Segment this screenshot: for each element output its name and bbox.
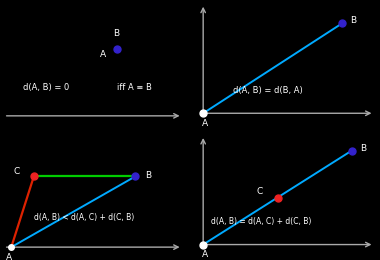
- Text: B: B: [114, 29, 120, 38]
- Text: d(A, B) < d(A, C) + d(C, B): d(A, B) < d(A, C) + d(C, B): [34, 213, 134, 222]
- Text: C: C: [256, 187, 263, 196]
- Text: d(A, B) = 0: d(A, B) = 0: [22, 83, 69, 92]
- Text: B: B: [360, 144, 366, 153]
- Text: A: A: [202, 250, 208, 259]
- Text: d(A, B) = d(A, C) + d(C, B): d(A, B) = d(A, C) + d(C, B): [211, 217, 311, 226]
- Text: d(A, B) = d(B, A): d(A, B) = d(B, A): [233, 86, 303, 95]
- Text: A: A: [202, 119, 208, 128]
- Text: B: B: [351, 16, 357, 25]
- Text: C: C: [14, 167, 20, 176]
- Text: B: B: [146, 171, 152, 180]
- Text: A: A: [6, 253, 13, 260]
- Text: A: A: [100, 50, 106, 58]
- Text: iff A ≡ B: iff A ≡ B: [117, 83, 152, 92]
